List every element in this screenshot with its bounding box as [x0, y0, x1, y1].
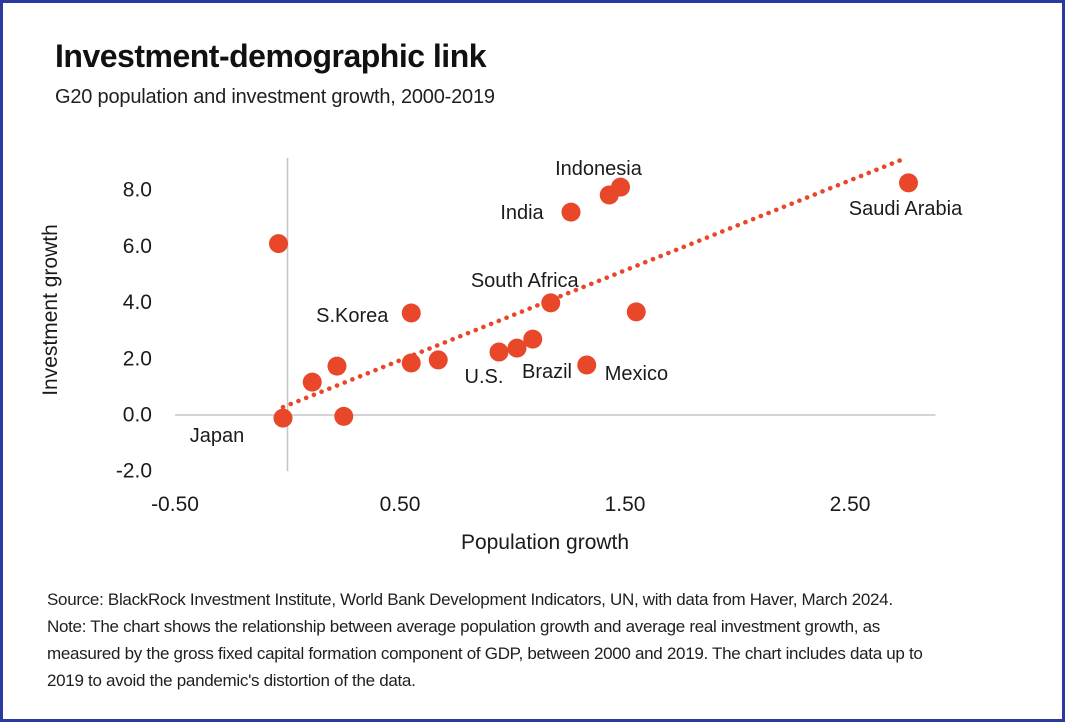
y-tick-label: 0.0: [123, 404, 152, 427]
data-point: [541, 293, 561, 313]
footer-notes: Source: BlackRock Investment Institute, …: [47, 586, 1047, 694]
data-point: [561, 202, 581, 222]
data-point: [269, 234, 288, 254]
data-point: [626, 302, 646, 322]
x-tick-label: 1.50: [605, 493, 646, 516]
data-point: [611, 177, 630, 197]
country-label: Brazil: [522, 361, 572, 383]
source-line: Source: BlackRock Investment Institute, …: [47, 590, 893, 609]
data-point: [523, 329, 543, 349]
country-label: South Africa: [471, 270, 580, 292]
y-tick-label: 8.0: [123, 179, 152, 202]
data-point: [899, 173, 918, 193]
y-tick-label: 4.0: [123, 291, 152, 314]
note-line-2: measured by the gross fixed capital form…: [47, 644, 923, 663]
country-label: U.S.: [465, 366, 504, 388]
y-tick-label: 6.0: [123, 235, 152, 258]
chart-subtitle: G20 population and investment growth, 20…: [55, 86, 495, 108]
country-label: Saudi Arabia: [849, 198, 963, 220]
data-point: [428, 350, 448, 370]
data-point: [507, 338, 527, 358]
data-point: [273, 408, 293, 428]
data-point: [489, 342, 509, 362]
data-point: [401, 353, 421, 373]
data-point: [401, 303, 421, 323]
data-point: [577, 355, 597, 375]
y-tick-label: 2.0: [123, 347, 152, 370]
country-label: Mexico: [605, 363, 668, 385]
y-tick-label: -2.0: [116, 460, 152, 483]
data-point: [327, 356, 347, 376]
data-point: [302, 372, 322, 392]
chart-title: Investment-demographic link: [55, 38, 487, 74]
note-line-1: Note: The chart shows the relationship b…: [47, 617, 880, 636]
x-axis-title: Population growth: [461, 531, 629, 554]
y-axis-title: Investment growth: [39, 224, 62, 396]
country-label: Japan: [190, 425, 245, 447]
country-label: India: [500, 202, 544, 224]
country-label: Indonesia: [555, 158, 643, 180]
x-tick-label: 2.50: [830, 493, 871, 516]
country-label: S.Korea: [316, 305, 389, 327]
x-tick-label: 0.50: [380, 493, 421, 516]
note-line-3: 2019 to avoid the pandemic's distortion …: [47, 671, 416, 690]
data-point: [334, 406, 354, 426]
x-tick-label: -0.50: [151, 493, 199, 516]
